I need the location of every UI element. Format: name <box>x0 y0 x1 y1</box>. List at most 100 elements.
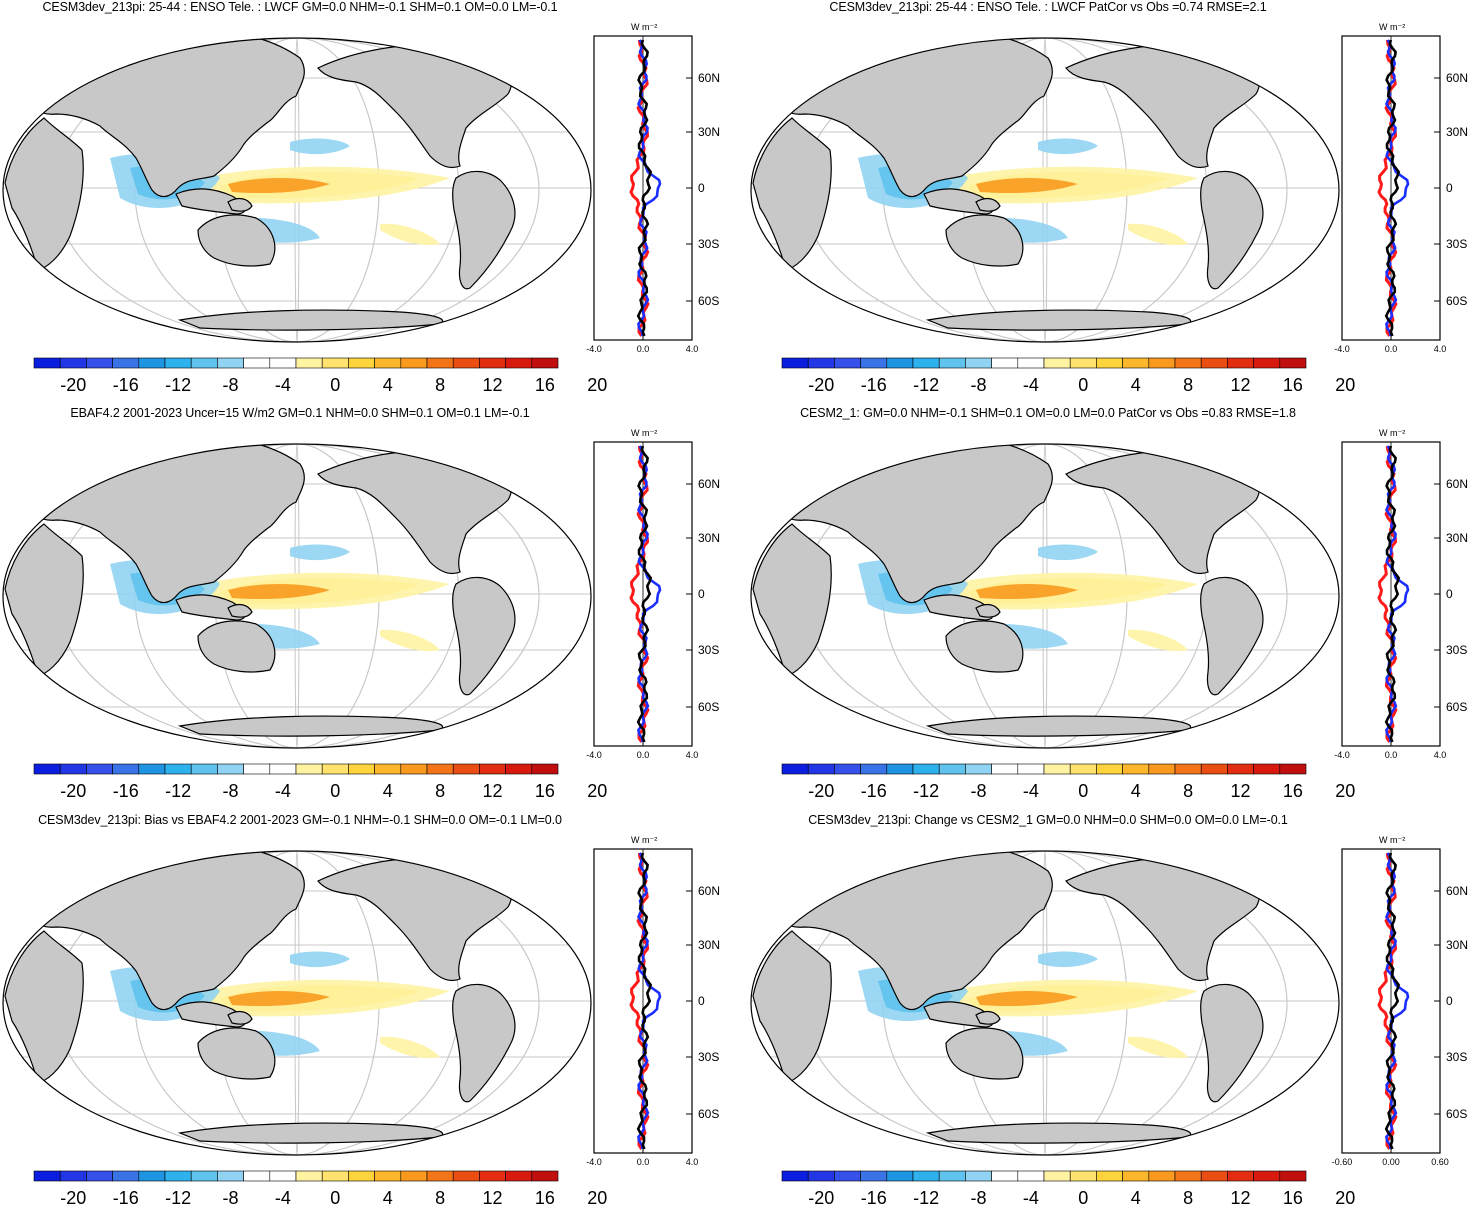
colorbar-box <box>321 357 349 369</box>
lat-tick-label: 30S <box>698 237 719 251</box>
colorbar-label: 16 <box>535 781 555 801</box>
colorbar-box <box>1174 357 1202 369</box>
colorbar-box <box>1096 357 1123 369</box>
colorbar-box <box>243 763 271 775</box>
colorbar-box <box>1148 1170 1176 1182</box>
lat-tick-label: 60N <box>1446 71 1468 85</box>
zonal-unit-label: W m⁻² <box>1379 428 1405 438</box>
panel-3: EBAF4.2 2001-2023 Uncer=15 W/m2 GM=0.1 N… <box>0 406 740 801</box>
anomaly-shade <box>1038 138 1098 155</box>
colorbar-label: 20 <box>1335 375 1355 395</box>
panel-title: CESM3dev_213pi: 25-44 : ENSO Tele. : LWC… <box>42 0 558 14</box>
land-mass <box>4 117 84 271</box>
anomaly-shade <box>380 1036 440 1059</box>
colorbar-box <box>1227 763 1254 775</box>
x-tick-label: 0.60 <box>1431 1157 1449 1167</box>
land-mass <box>452 576 516 696</box>
x-tick-label: -4.0 <box>586 344 602 354</box>
colorbar-label: -20 <box>60 781 86 801</box>
colorbar-label: 8 <box>1183 1188 1193 1208</box>
colorbar-box <box>1148 763 1176 775</box>
colorbar-box <box>243 1170 271 1182</box>
land-mass <box>945 1027 1024 1080</box>
zonal-unit-label: W m⁻² <box>631 22 657 32</box>
colorbar-label: -12 <box>913 1188 939 1208</box>
lat-tick-label: 60S <box>698 294 719 308</box>
panel-title: CESM3dev_213pi: Bias vs EBAF4.2 2001-202… <box>38 813 562 827</box>
map-border <box>2 443 592 749</box>
colorbar-box <box>479 357 506 369</box>
map-border <box>750 443 1340 749</box>
panel-title: CESM2_1: GM=0.0 NHM=-0.1 SHM=0.1 OM=0.0 … <box>800 406 1296 420</box>
colorbar-box <box>452 763 480 775</box>
zonal-mean-plot: W m⁻² 60N 30N 0 30S 60S -4.0 0.0 4.0 <box>586 428 720 760</box>
lat-tick-label: 30S <box>1446 643 1467 657</box>
panel-6: CESM3dev_213pi: Change vs CESM2_1 GM=0.0… <box>748 813 1483 1208</box>
x-tick-label: 4.0 <box>686 1157 699 1167</box>
colorbar-box <box>217 1170 244 1182</box>
lat-tick-label: 30N <box>698 125 720 139</box>
colorbar-box <box>400 1170 428 1182</box>
lat-tick-label: 60S <box>698 700 719 714</box>
colorbar-label: -12 <box>913 781 939 801</box>
zonal-mean-plot: W m⁻² 60N 30N 0 30S 60S -4.0 0.0 4.0 <box>586 22 720 354</box>
x-tick-label: 0.00 <box>1382 1157 1400 1167</box>
colorbar-label: -16 <box>861 1188 887 1208</box>
panel-1: CESM3dev_213pi: 25-44 : ENSO Tele. : LWC… <box>0 0 740 395</box>
lat-tick-label: 60S <box>1446 1107 1467 1121</box>
colorbar-box <box>1174 763 1202 775</box>
colorbar-box <box>112 763 140 775</box>
colorbar-label: 12 <box>482 375 502 395</box>
colorbar-label: -4 <box>275 781 291 801</box>
colorbar-label: 20 <box>1335 1188 1355 1208</box>
anomaly-shade <box>290 951 350 968</box>
colorbar-box <box>164 357 192 369</box>
land-mass <box>197 214 276 267</box>
world-map <box>2 443 592 749</box>
anomaly-shade <box>976 178 1078 194</box>
colorbar-box <box>400 763 428 775</box>
colorbar-label: 4 <box>1131 1188 1141 1208</box>
panel-2: CESM3dev_213pi: 25-44 : ENSO Tele. : LWC… <box>748 0 1483 395</box>
anomaly-shade <box>1038 544 1098 561</box>
colorbar-box <box>243 357 271 369</box>
land-mass <box>1195 444 1243 468</box>
colorbar-box <box>426 763 454 775</box>
lat-tick-label: 0 <box>1446 181 1453 195</box>
colorbar-label: 4 <box>383 1188 393 1208</box>
colorbar-label: -8 <box>970 781 986 801</box>
lat-tick-label: 30S <box>698 1050 719 1064</box>
colorbar-label: 0 <box>1078 375 1088 395</box>
zonal-unit-label: W m⁻² <box>1379 22 1405 32</box>
colorbar-box <box>807 357 835 369</box>
anomaly-shade <box>1128 1036 1188 1059</box>
land-mass <box>975 1010 1001 1025</box>
lat-tick-label: 60N <box>698 477 720 491</box>
land-mass <box>227 197 253 212</box>
colorbar: -20 -16 -12 -8 -4 0 4 8 12 16 20 <box>781 357 1355 395</box>
colorbar-label: 4 <box>383 781 393 801</box>
colorbar-label: 20 <box>1335 781 1355 801</box>
colorbar-label: -12 <box>165 781 191 801</box>
world-map <box>2 37 592 343</box>
anomaly-shade <box>380 223 440 246</box>
lat-tick-label: 0 <box>698 181 705 195</box>
colorbar-label: 16 <box>1283 375 1303 395</box>
lat-tick-label: 30S <box>698 643 719 657</box>
panel-title: EBAF4.2 2001-2023 Uncer=15 W/m2 GM=0.1 N… <box>70 406 530 420</box>
lat-tick-label: 60N <box>1446 884 1468 898</box>
colorbar-box <box>295 763 323 775</box>
colorbar-box <box>886 357 914 369</box>
anomaly-shade <box>290 138 350 155</box>
colorbar-label: -20 <box>60 375 86 395</box>
panel-4: CESM2_1: GM=0.0 NHM=-0.1 SHM=0.1 OM=0.0 … <box>748 406 1483 801</box>
colorbar-box <box>190 763 218 775</box>
lat-tick-label: 0 <box>698 994 705 1008</box>
colorbar-label: -8 <box>222 1188 238 1208</box>
plot-body: -20 -16 -12 -8 -4 0 4 8 12 16 20 W m⁻² 60N 30N 0 30S 60S… <box>2 22 720 395</box>
zonal-unit-label: W m⁻² <box>631 835 657 845</box>
x-tick-label: 0.0 <box>1385 750 1398 760</box>
colorbar-box <box>33 763 61 775</box>
lat-tick-label: 60S <box>1446 294 1467 308</box>
colorbar-box <box>138 357 166 369</box>
